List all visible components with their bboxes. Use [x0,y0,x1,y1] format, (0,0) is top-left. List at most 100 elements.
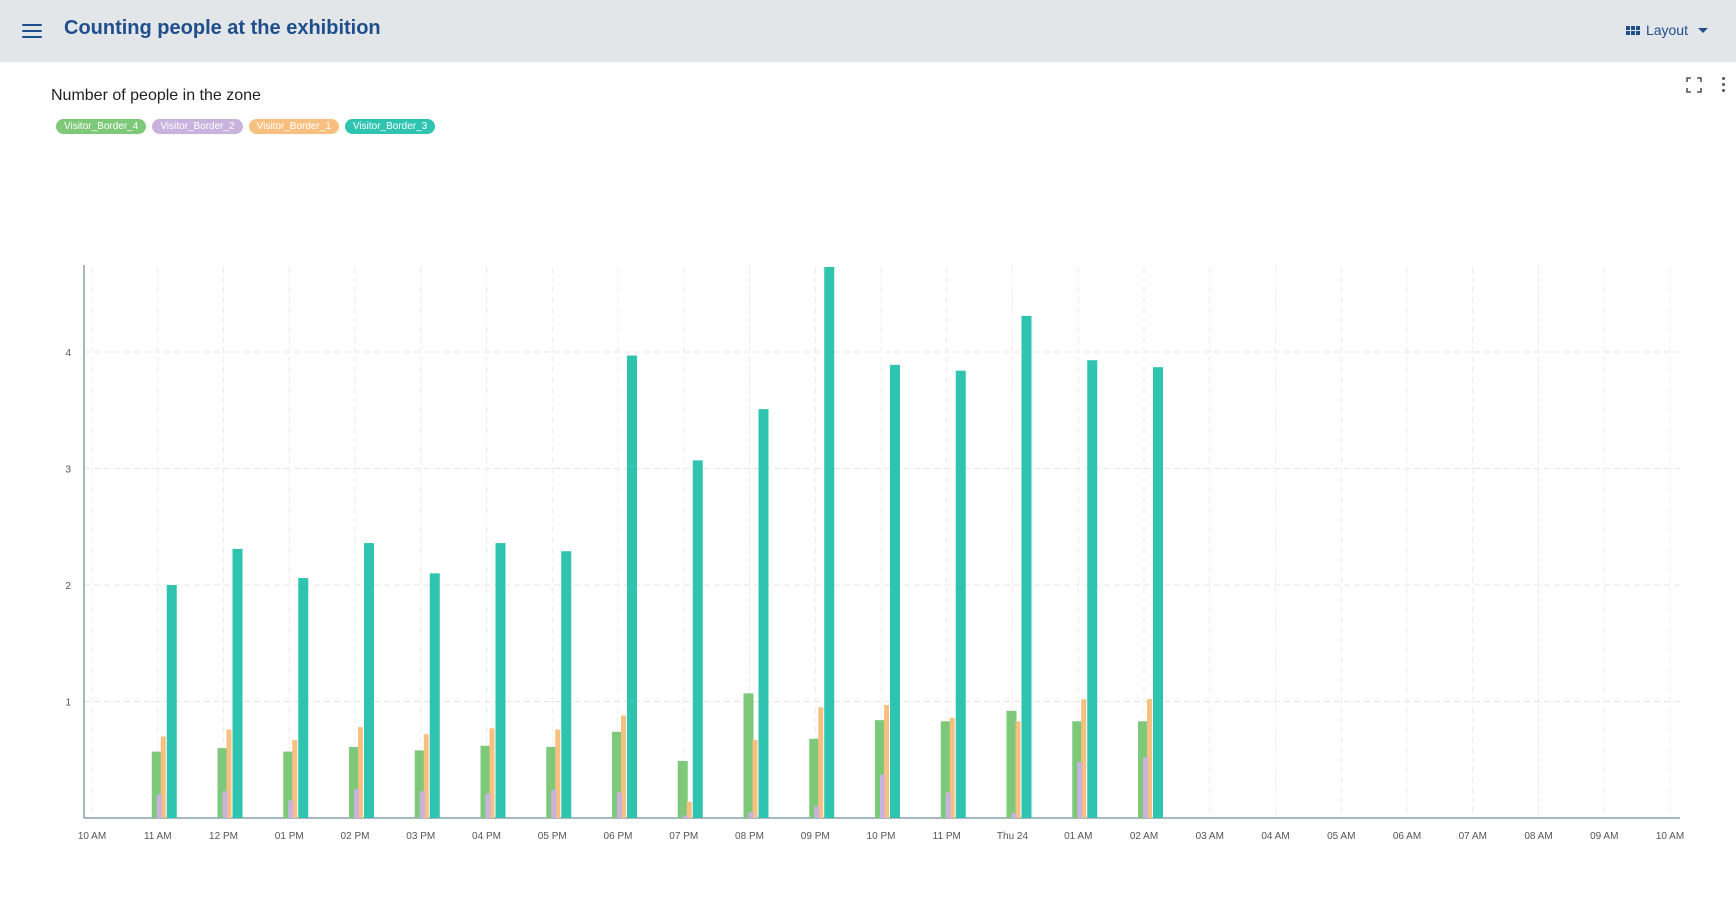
bar-visitor-border-2 [880,774,885,818]
bar-visitor-border-1 [423,734,429,818]
bar-visitor-border-3 [495,543,506,818]
bar-visitor-border-4 [612,731,622,818]
x-tick-label: 01 AM [1064,831,1092,842]
legend-item-1[interactable]: Visitor_Border_4 [56,119,147,134]
x-tick-label: 01 PM [275,831,304,842]
bar-visitor-border-4 [217,748,228,818]
bar-visitor-border-3 [364,543,374,818]
x-tick-label: 06 AM [1393,831,1421,842]
legend-item-2[interactable]: Visitor_Border_2 [152,119,243,134]
bar-visitor-border-2 [551,790,557,818]
x-tick-label: 05 PM [538,831,567,842]
x-tick-label: 04 PM [472,831,501,842]
y-tick-label: 3 [65,465,71,476]
bar-visitor-border-4 [743,693,754,818]
y-tick-label: 2 [65,581,71,592]
bar-visitor-border-3 [824,267,835,818]
bar-visitor-border-3 [1021,315,1032,818]
bar-visitor-border-4 [546,746,557,818]
bar-visitor-border-3 [166,585,177,818]
bar-visitor-border-2 [617,792,622,818]
x-tick-label: 10 AM [78,831,106,842]
bar-visitor-border-4 [809,738,820,818]
x-tick-label: 11 AM [144,831,172,842]
bar-visitor-border-1 [1147,699,1152,818]
legend-item-3[interactable]: Visitor_Border_1 [248,119,339,134]
bar-visitor-border-2 [1011,813,1017,818]
bar-visitor-border-2 [945,792,951,818]
bar-visitor-border-2 [354,788,359,818]
bar-visitor-border-3 [429,573,440,818]
bar-visitor-border-1 [752,739,758,818]
x-tick-label: 10 PM [867,831,896,842]
x-tick-label: 09 PM [801,831,830,842]
x-tick-label: 05 AM [1327,831,1355,842]
x-tick-label: 08 PM [735,831,764,842]
x-tick-label: 10 AM [1656,831,1684,842]
more-vertical-icon[interactable] [1719,77,1727,95]
bar-visitor-border-4 [414,750,425,818]
x-tick-label: Thu 24 [997,831,1029,842]
bar-visitor-border-2 [814,806,820,818]
bar-visitor-border-3 [627,355,637,818]
top-bar: Counting people at the exhibition Layout [0,0,1736,62]
bar-visitor-border-1 [292,739,298,818]
bar-visitor-border-3 [692,460,703,818]
bar-visitor-border-3 [298,578,309,818]
bar-visitor-border-4 [940,721,951,818]
y-tick-label: 1 [65,698,71,709]
grid-icon [1625,25,1640,35]
bar-visitor-border-2 [485,793,491,818]
bar-visitor-border-1 [1081,699,1087,818]
legend-item-4[interactable]: Visitor_Border_3 [344,119,436,134]
x-tick-label: 07 PM [669,831,698,842]
bar-visitor-border-4 [283,751,294,818]
app-title: Counting people at the exhibition [64,17,381,39]
caret-down-icon [1698,27,1708,33]
bar-visitor-border-3 [232,548,243,818]
bar-visitor-border-1 [226,729,232,818]
bar-visitor-border-1 [884,705,889,818]
bar-visitor-border-1 [818,707,824,818]
bar-visitor-border-2 [156,794,162,818]
bar-visitor-border-2 [222,791,228,818]
layout-button[interactable]: Layout [1625,20,1708,40]
bar-visitor-border-3 [955,370,966,818]
bar-visitor-border-1 [621,715,626,818]
x-tick-label: 02 AM [1130,831,1158,842]
x-tick-label: 09 AM [1590,831,1618,842]
hamburger-menu-icon[interactable] [20,22,44,40]
panel-title: Number of people in the zone [51,87,261,104]
x-tick-label: 11 PM [933,831,961,842]
chart-legend: Visitor_Border_4 Visitor_Border_2 Visitor_… [56,119,436,134]
bar-visitor-border-2 [288,800,294,818]
x-tick-label: 07 AM [1459,831,1487,842]
bar-visitor-border-1 [160,736,166,818]
bar-visitor-border-4 [677,760,688,818]
bar-visitor-border-1 [949,717,955,818]
x-tick-label: 04 AM [1261,831,1289,842]
layout-label: Layout [1645,22,1688,38]
bar-visitor-border-2 [748,812,754,818]
bar-visitor-border-3 [758,409,769,818]
bar-visitor-border-1 [686,801,692,818]
bar-visitor-border-3 [1153,367,1163,818]
bar-visitor-border-2 [419,791,425,818]
x-tick-label: 06 PM [604,831,633,842]
bar-visitor-border-1 [489,728,495,818]
bar-visitor-border-4 [1006,710,1017,818]
bar-visitor-border-2 [1077,762,1083,818]
bar-visitor-border-4 [349,746,359,818]
x-tick-label: 03 AM [1196,831,1224,842]
y-tick-label: 4 [65,348,71,359]
bar-chart: 1 2 3 4 10 AM 11 AM 12 PM 01 PM 02 PM 03 PM 04 PM 0… [65,265,1684,842]
fullscreen-icon[interactable] [1686,77,1702,93]
bar-visitor-border-1 [555,729,561,818]
bar-visitor-border-1 [1015,721,1021,818]
bar-visitor-border-4 [875,720,885,818]
bar-visitor-border-3 [561,551,572,818]
bar-visitor-border-2 [682,815,688,818]
x-tick-label: 03 PM [406,831,435,842]
bar-visitor-border-2 [1143,757,1148,818]
x-tick-label: 08 AM [1524,831,1552,842]
